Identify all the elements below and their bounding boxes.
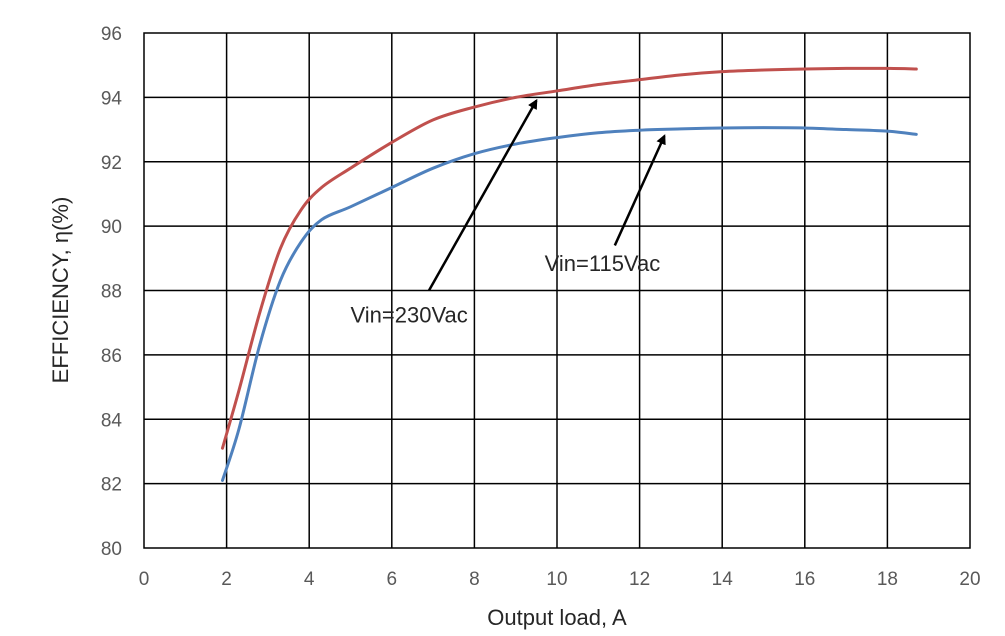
- y-tick-label: 86: [101, 346, 122, 367]
- x-tick-label: 8: [469, 569, 480, 590]
- annotation-arrow-vin-115vac: [613, 134, 666, 246]
- grid: [143, 32, 971, 549]
- x-tick-label: 6: [387, 569, 398, 590]
- y-tick-label: 82: [101, 475, 122, 496]
- annotations: Vin=230Vac Vin=115Vac: [351, 98, 666, 328]
- x-tick-label: 20: [959, 569, 980, 590]
- x-tick-label: 18: [877, 569, 898, 590]
- x-tick-label: 0: [139, 569, 150, 590]
- x-tick-label: 4: [304, 569, 315, 590]
- tick-labels: 0 2 4 6 8 10 12 14 16 18 20 80 82 84 86 88 90 92 94 96: [101, 24, 981, 590]
- y-tick-label: 88: [101, 282, 122, 303]
- y-tick-label: 90: [101, 217, 122, 238]
- x-axis-title: Output load, A: [487, 605, 627, 630]
- y-axis-title: EFFICIENCY, η(%): [48, 197, 73, 384]
- annotation-label-vin-230vac: Vin=230Vac: [351, 303, 468, 328]
- x-tick-label: 12: [629, 569, 650, 590]
- annotation-label-vin-115vac: Vin=115Vac: [545, 251, 661, 276]
- x-tick-label: 16: [794, 569, 815, 590]
- y-tick-label: 94: [101, 88, 123, 109]
- x-tick-label: 10: [546, 569, 567, 590]
- y-tick-label: 84: [101, 410, 123, 431]
- annotation-arrow-vin-230vac: [427, 98, 538, 292]
- x-tick-label: 2: [221, 569, 232, 590]
- series-line-vin-230vac: [220, 66, 918, 450]
- y-tick-label: 92: [101, 153, 122, 174]
- y-tick-label: 96: [101, 24, 122, 45]
- x-tick-label: 14: [712, 569, 734, 590]
- series-line-vin-115vac: [220, 126, 918, 482]
- series-lines: [220, 66, 918, 482]
- y-tick-label: 80: [101, 539, 122, 560]
